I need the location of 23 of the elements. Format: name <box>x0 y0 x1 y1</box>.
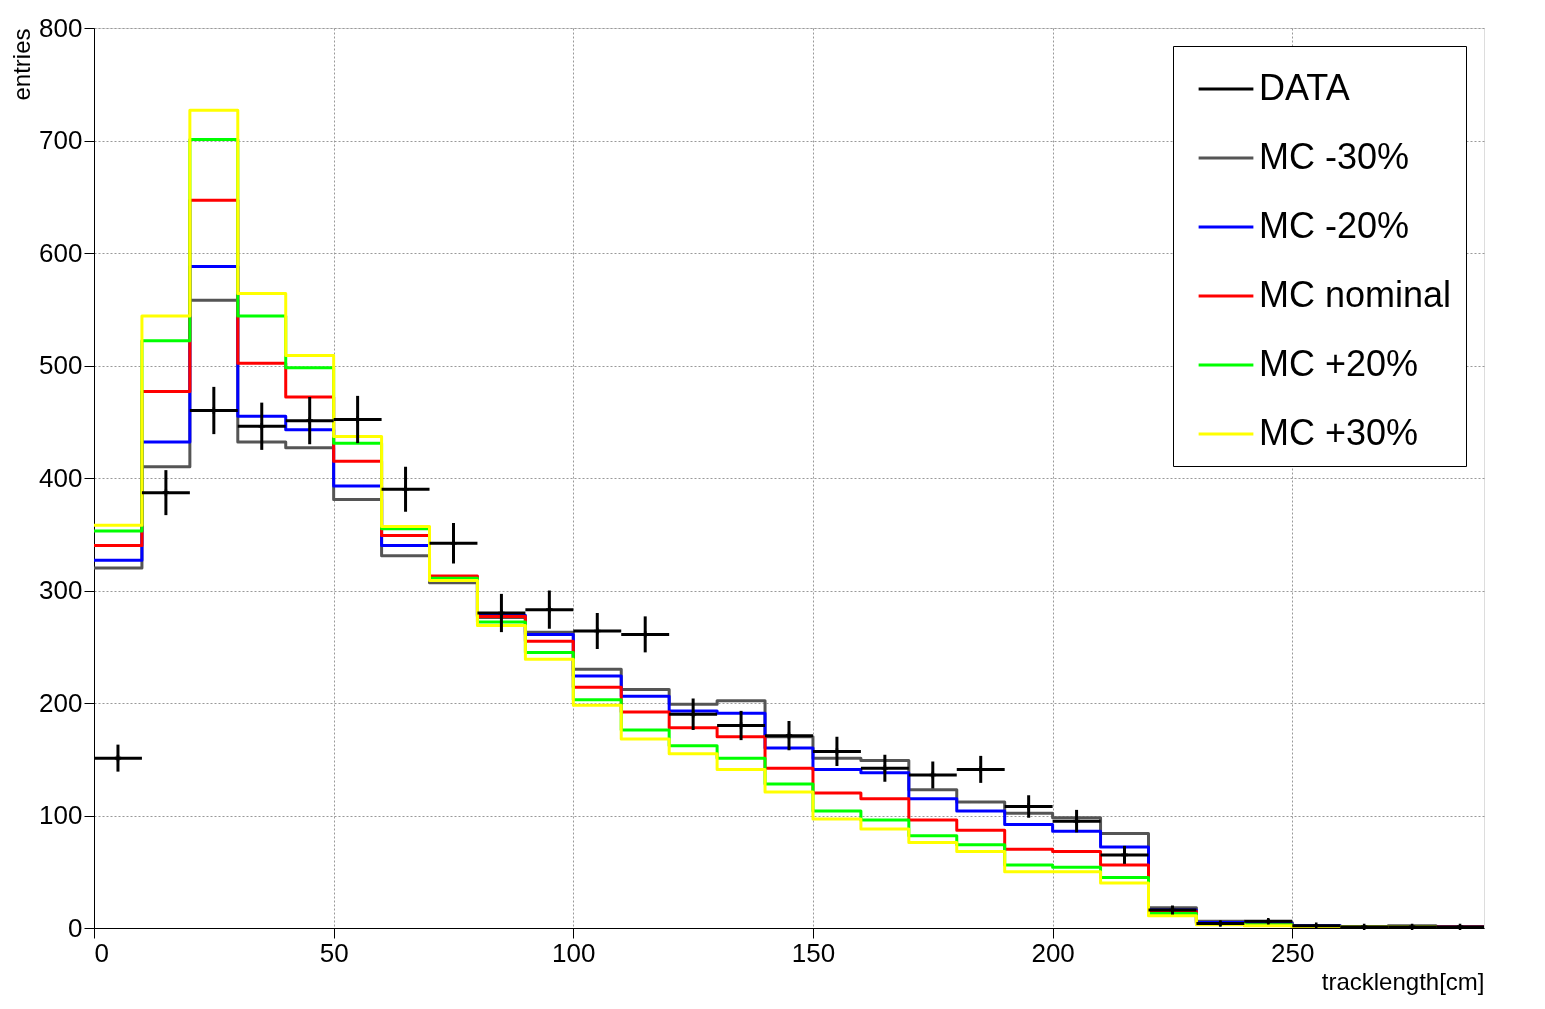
x-axis-title: tracklength[cm] <box>1321 967 1485 995</box>
y-tick-label: 300 <box>39 575 83 605</box>
legend-label: MC nominal <box>1259 274 1452 315</box>
x-tick-label: 0 <box>94 937 109 968</box>
x-tick-label: 250 <box>1271 937 1315 968</box>
legend-label: MC +30% <box>1259 412 1419 453</box>
y-tick-label: 500 <box>39 350 83 380</box>
legend-label: DATA <box>1259 67 1350 108</box>
y-tick-label: 700 <box>39 125 83 155</box>
x-tick-label: 150 <box>791 937 836 968</box>
x-tick-label: 200 <box>1031 937 1075 968</box>
legend-label: MC +20% <box>1259 343 1419 384</box>
y-tick-label: 200 <box>39 687 83 718</box>
x-tick-label: 100 <box>552 937 596 968</box>
y-tick-label: 0 <box>68 912 83 943</box>
legend-label: MC -30% <box>1259 136 1410 177</box>
y-tick-label: 100 <box>39 800 83 830</box>
y-tick-label: 600 <box>39 237 83 268</box>
legend-label: MC -20% <box>1259 205 1410 246</box>
y-tick-label: 400 <box>39 462 83 493</box>
y-tick-label: 800 <box>39 12 83 43</box>
y-axis-title: entries <box>8 28 36 101</box>
x-tick-label: 50 <box>319 937 349 968</box>
